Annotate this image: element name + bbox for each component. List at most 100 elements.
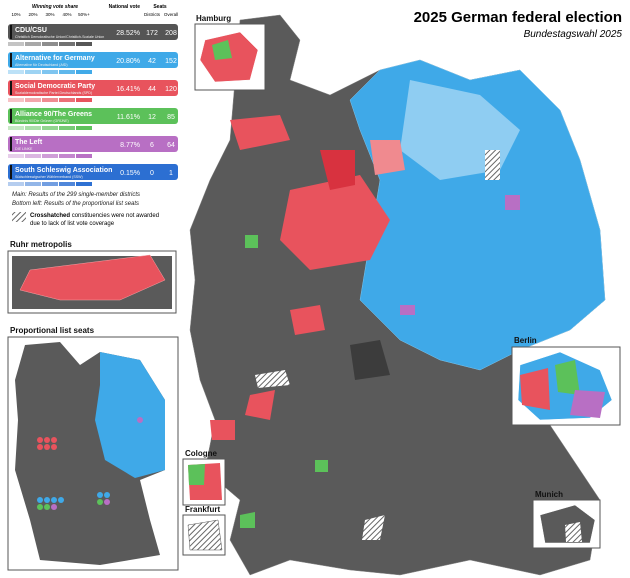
shade-swatch <box>25 70 41 74</box>
list-dots <box>51 417 143 510</box>
region-cdu-dark <box>350 340 390 380</box>
berlin-left <box>570 390 605 418</box>
party-marker <box>10 25 12 39</box>
frankfurt-label: Frankfurt <box>185 505 220 514</box>
shade-swatch <box>25 182 41 186</box>
hamburg-green <box>212 40 232 60</box>
shade-swatch <box>25 42 41 46</box>
shade-swatch <box>76 154 92 158</box>
shade-swatch <box>25 126 41 130</box>
shade-swatch <box>42 98 58 102</box>
shade-swatch <box>76 98 92 102</box>
share-tick: 40% <box>62 12 71 17</box>
share-tick: 20% <box>28 12 37 17</box>
party-name: South Schleswig Association <box>15 167 112 174</box>
title: 2025 German federal election <box>414 9 622 26</box>
region-green <box>245 235 258 248</box>
shade-swatch <box>42 70 58 74</box>
shade-swatch <box>42 154 58 158</box>
party-marker <box>10 53 12 67</box>
munich-hatch <box>565 522 582 542</box>
seats: Seats <box>153 4 167 10</box>
region-left <box>400 305 415 315</box>
list-dots <box>37 492 110 503</box>
shade-swatch <box>8 182 24 186</box>
berlin-label: Berlin <box>514 336 537 345</box>
party-full-name: DIE LINKE <box>15 147 33 151</box>
party-full-name: Alternative für Deutschland (AfD) <box>15 63 68 67</box>
party-overall: 64 <box>167 142 175 149</box>
list-dots <box>37 437 57 450</box>
share-tick: 50%+ <box>78 12 90 17</box>
party-full-name: Christlich Demokratische Union/Christlic… <box>15 35 104 39</box>
shade-swatch <box>25 154 41 158</box>
shade-swatch <box>76 70 92 74</box>
subtitle: Bundestagswahl 2025 <box>524 29 623 40</box>
hamburg-label: Hamburg <box>196 14 231 23</box>
shade-swatch <box>59 70 75 74</box>
list-label: Proportional list seats <box>10 326 95 335</box>
party-bar <box>8 52 178 68</box>
shade-swatch <box>8 42 24 46</box>
party-name: CDU/CSU <box>15 27 47 34</box>
hatch-note-2: due to lack of list vote coverage <box>30 221 115 227</box>
shade-swatch <box>42 42 58 46</box>
hatched <box>362 515 385 540</box>
party-marker <box>10 109 12 123</box>
shade-swatch <box>76 182 92 186</box>
list-dots <box>37 499 103 510</box>
region-spd <box>290 305 325 335</box>
region-spd <box>320 150 355 190</box>
ruhr-label: Ruhr metropolis <box>10 240 72 249</box>
party-share: 0.15% <box>120 170 140 177</box>
shade-swatch <box>42 182 58 186</box>
party-name: Alliance 90/The Greens <box>15 111 92 118</box>
cologne-green <box>188 464 205 485</box>
party-bar <box>8 80 178 96</box>
region-green <box>315 460 328 472</box>
party-name: Social Democratic Party <box>15 83 95 90</box>
share-tick: 30% <box>45 12 54 17</box>
hatched <box>485 150 500 180</box>
ruhr-spd <box>19 254 166 301</box>
region-spd <box>370 140 405 175</box>
shade-swatch <box>59 154 75 158</box>
shade-swatch <box>8 98 24 102</box>
berlin-spd <box>520 368 550 410</box>
party-marker <box>10 81 12 95</box>
hatch-note: Crosshatched constituencies were not awa… <box>30 213 159 219</box>
list-map-east <box>95 352 165 478</box>
party-full-name: Sozialdemokratische Partei Deutschlands … <box>15 91 92 95</box>
shade-swatch <box>8 70 24 74</box>
region-spd <box>210 420 235 440</box>
party-share: 28.52% <box>116 30 140 37</box>
party-share: 20.80% <box>116 58 140 65</box>
shade-swatch <box>59 182 75 186</box>
party-overall: 1 <box>169 170 173 177</box>
frankfurt-map <box>187 519 223 551</box>
cologne-label: Cologne <box>185 449 218 458</box>
munich-label: Munich <box>535 490 563 499</box>
overall: Overall <box>164 12 178 17</box>
region-left <box>505 195 520 210</box>
party-full-name: Bündnis 90/Die Grünen (GRÜNE) <box>15 119 69 123</box>
shade-swatch <box>8 126 24 130</box>
party-share: 8.77% <box>120 142 140 149</box>
note-main: Main: Results of the 299 single-member d… <box>12 192 140 198</box>
party-overall: 152 <box>165 58 177 65</box>
party-overall: 85 <box>167 114 175 121</box>
party-districts: 12 <box>148 114 156 121</box>
party-share: 11.61% <box>117 114 140 121</box>
map <box>189 14 606 576</box>
region-green <box>240 512 255 528</box>
districts: Districts <box>144 12 161 17</box>
party-full-name: Südschleswigscher Wählerverband (SSW) <box>15 175 83 179</box>
party-districts: 0 <box>150 170 154 177</box>
national-vote: National vote <box>109 4 141 10</box>
party-districts: 6 <box>150 142 154 149</box>
share-title: Winning vote share <box>32 4 78 10</box>
party-bar <box>8 108 178 124</box>
shade-swatch <box>59 126 75 130</box>
party-bar <box>8 164 178 180</box>
